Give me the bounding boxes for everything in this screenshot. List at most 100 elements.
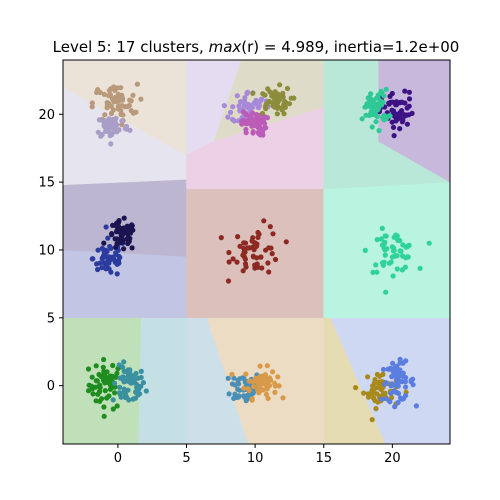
data-point-cluster-5 — [395, 379, 401, 385]
data-point-cluster-0 — [110, 362, 116, 369]
data-point-cluster-10 — [118, 85, 124, 91]
data-point-cluster-10 — [117, 95, 123, 101]
data-point-cluster-12 — [255, 104, 261, 110]
data-point-cluster-8 — [258, 254, 264, 260]
x-tick-label: 20 — [384, 451, 401, 466]
data-point-cluster-1 — [135, 375, 141, 381]
data-point-cluster-16 — [377, 100, 383, 106]
data-point-cluster-6 — [95, 247, 101, 253]
data-point-cluster-12 — [244, 89, 251, 95]
data-point-cluster-4 — [369, 417, 375, 423]
data-point-cluster-7 — [114, 241, 120, 247]
y-axis: 0 5 10 15 20 — [38, 108, 63, 394]
data-point-cluster-15 — [406, 96, 413, 102]
cluster-region-14 — [186, 107, 324, 190]
data-point-cluster-9 — [378, 236, 384, 242]
data-point-cluster-1 — [121, 379, 127, 385]
x-tick-label: 15 — [315, 451, 332, 466]
data-point-cluster-3 — [272, 389, 278, 395]
data-point-cluster-5 — [395, 399, 401, 406]
data-point-cluster-6 — [95, 266, 101, 273]
data-point-cluster-16 — [373, 119, 379, 125]
data-point-cluster-9 — [388, 259, 394, 265]
data-point-cluster-5 — [390, 369, 396, 375]
data-point-cluster-4 — [370, 383, 376, 389]
data-point-cluster-8 — [252, 262, 258, 268]
data-point-cluster-10 — [101, 91, 107, 97]
data-point-cluster-2 — [237, 376, 243, 382]
data-point-cluster-8 — [270, 231, 276, 237]
data-point-cluster-9 — [426, 240, 432, 246]
data-point-cluster-8 — [283, 239, 289, 245]
data-point-cluster-14 — [255, 112, 261, 118]
data-point-cluster-8 — [249, 238, 255, 244]
data-point-cluster-15 — [404, 105, 410, 111]
data-point-cluster-9 — [390, 273, 396, 279]
data-point-cluster-11 — [127, 127, 133, 133]
data-point-cluster-9 — [417, 265, 423, 271]
data-point-cluster-4 — [365, 374, 371, 380]
data-point-cluster-14 — [256, 130, 262, 137]
data-point-cluster-4 — [377, 373, 383, 379]
data-point-cluster-4 — [372, 377, 378, 383]
x-axis: 0 5 10 15 20 — [114, 444, 401, 466]
data-point-cluster-13 — [282, 104, 288, 110]
data-point-cluster-6 — [97, 260, 103, 266]
data-point-cluster-0 — [89, 374, 95, 380]
data-point-cluster-8 — [237, 243, 243, 249]
data-point-cluster-4 — [353, 385, 359, 391]
data-point-cluster-1 — [138, 368, 144, 374]
data-point-cluster-11 — [108, 122, 114, 128]
data-point-cluster-8 — [226, 249, 232, 256]
data-point-cluster-8 — [225, 278, 232, 284]
cluster-region-8 — [186, 188, 324, 319]
data-point-cluster-14 — [250, 130, 256, 136]
data-point-cluster-0 — [101, 413, 107, 419]
data-point-cluster-3 — [265, 395, 271, 401]
data-point-cluster-0 — [101, 356, 107, 363]
data-point-cluster-9 — [394, 233, 400, 239]
data-point-cluster-13 — [273, 99, 279, 105]
data-point-cluster-9 — [390, 245, 397, 251]
data-point-cluster-16 — [368, 109, 374, 115]
data-point-cluster-6 — [101, 248, 107, 254]
data-point-cluster-5 — [403, 392, 409, 399]
data-point-cluster-1 — [140, 380, 146, 386]
data-point-cluster-5 — [383, 396, 390, 402]
data-point-cluster-0 — [97, 382, 103, 388]
data-point-cluster-1 — [127, 369, 133, 375]
data-point-cluster-5 — [392, 404, 398, 410]
data-point-cluster-5 — [399, 396, 405, 402]
data-point-cluster-5 — [392, 365, 398, 371]
data-point-cluster-10 — [119, 122, 125, 128]
data-point-cluster-5 — [378, 396, 385, 402]
data-point-cluster-7 — [115, 224, 121, 230]
data-point-cluster-16 — [359, 116, 365, 122]
data-point-cluster-13 — [284, 85, 291, 92]
data-point-cluster-5 — [397, 356, 403, 362]
data-point-cluster-9 — [405, 254, 411, 260]
data-point-cluster-15 — [409, 110, 415, 116]
data-point-cluster-0 — [99, 396, 105, 402]
data-point-cluster-5 — [389, 374, 395, 380]
data-point-cluster-9 — [379, 225, 385, 231]
data-point-cluster-13 — [265, 86, 271, 92]
data-point-cluster-9 — [370, 269, 376, 275]
data-points — [85, 81, 432, 423]
data-point-cluster-1 — [143, 388, 149, 394]
data-point-cluster-9 — [398, 248, 404, 254]
data-point-cluster-13 — [259, 110, 266, 117]
data-point-cluster-13 — [272, 89, 278, 95]
data-point-cluster-9 — [399, 253, 406, 259]
data-point-cluster-1 — [130, 396, 136, 402]
data-point-cluster-1 — [133, 370, 139, 377]
data-point-cluster-10 — [119, 102, 125, 109]
data-point-cluster-7 — [129, 245, 135, 251]
data-point-cluster-16 — [381, 93, 387, 99]
data-point-cluster-5 — [413, 403, 419, 409]
data-point-cluster-12 — [253, 97, 259, 103]
data-point-cluster-15 — [402, 88, 408, 94]
cluster-region-1 — [138, 317, 187, 445]
